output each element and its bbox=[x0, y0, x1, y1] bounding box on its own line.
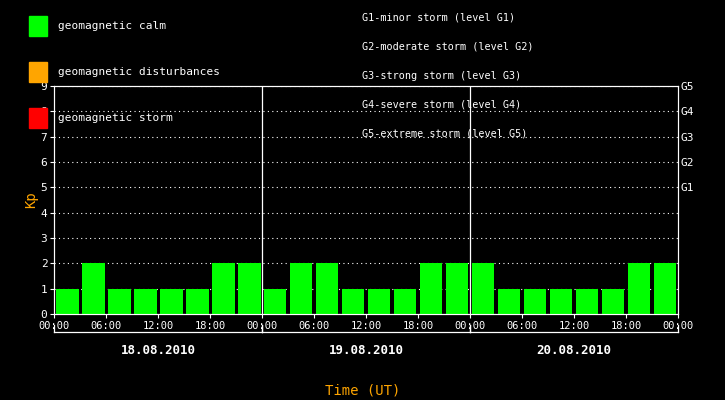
Bar bbox=[56, 289, 79, 314]
Bar bbox=[420, 263, 442, 314]
Bar bbox=[134, 289, 157, 314]
Text: G3-strong storm (level G3): G3-strong storm (level G3) bbox=[362, 70, 522, 81]
Text: 18.08.2010: 18.08.2010 bbox=[121, 344, 196, 357]
Bar bbox=[653, 263, 676, 314]
Bar bbox=[316, 263, 339, 314]
Bar bbox=[523, 289, 547, 314]
Bar bbox=[628, 263, 650, 314]
Text: Time (UT): Time (UT) bbox=[325, 384, 400, 398]
Bar bbox=[238, 263, 260, 314]
Text: geomagnetic storm: geomagnetic storm bbox=[58, 113, 173, 123]
Bar bbox=[472, 263, 494, 314]
Bar bbox=[186, 289, 209, 314]
Bar bbox=[160, 289, 183, 314]
Bar bbox=[368, 289, 391, 314]
Bar bbox=[82, 263, 104, 314]
Bar bbox=[576, 289, 598, 314]
Text: geomagnetic disturbances: geomagnetic disturbances bbox=[58, 67, 220, 77]
Bar bbox=[497, 289, 521, 314]
Bar bbox=[341, 289, 365, 314]
Text: 19.08.2010: 19.08.2010 bbox=[328, 344, 404, 357]
Y-axis label: Kp: Kp bbox=[24, 192, 38, 208]
Text: geomagnetic calm: geomagnetic calm bbox=[58, 21, 166, 31]
Bar bbox=[394, 289, 416, 314]
Text: G1-minor storm (level G1): G1-minor storm (level G1) bbox=[362, 13, 515, 23]
Text: G4-severe storm (level G4): G4-severe storm (level G4) bbox=[362, 99, 522, 109]
Text: G2-moderate storm (level G2): G2-moderate storm (level G2) bbox=[362, 42, 534, 52]
Bar bbox=[290, 263, 312, 314]
Text: 20.08.2010: 20.08.2010 bbox=[536, 344, 611, 357]
Bar bbox=[108, 289, 130, 314]
Text: G5-extreme storm (level G5): G5-extreme storm (level G5) bbox=[362, 128, 528, 138]
Bar bbox=[446, 263, 468, 314]
Bar bbox=[264, 289, 286, 314]
Bar bbox=[212, 263, 235, 314]
Bar bbox=[602, 289, 624, 314]
Bar bbox=[550, 289, 572, 314]
